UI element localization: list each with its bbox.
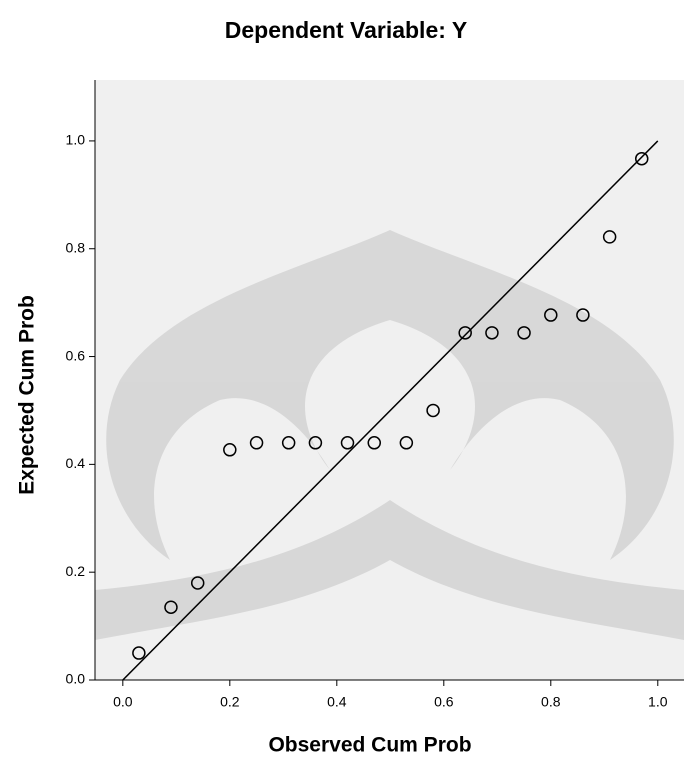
- y-tick-label: 0.2: [66, 563, 86, 579]
- chart: Dependent Variable: Y Observed Cum Prob …: [0, 0, 684, 758]
- chart-title: Dependent Variable: Y: [225, 17, 467, 43]
- x-tick-label: 1.0: [648, 694, 668, 710]
- x-tick-label: 0.0: [113, 694, 133, 710]
- x-axis-label: Observed Cum Prob: [268, 734, 471, 757]
- x-tick-label: 0.2: [220, 694, 240, 710]
- y-tick-label: 1.0: [66, 132, 86, 148]
- y-axis-label: Expected Cum Prob: [16, 295, 39, 495]
- y-tick-label: 0.0: [66, 671, 86, 687]
- page: {"chart_data": {"type": "scatter", "titl…: [0, 0, 684, 758]
- x-tick-label: 0.6: [434, 694, 454, 710]
- y-tick-label: 0.6: [66, 347, 86, 363]
- x-tick-label: 0.4: [327, 694, 347, 710]
- y-tick-label: 0.4: [66, 455, 86, 471]
- y-tick-label: 0.8: [66, 239, 86, 255]
- x-tick-label: 0.8: [541, 694, 561, 710]
